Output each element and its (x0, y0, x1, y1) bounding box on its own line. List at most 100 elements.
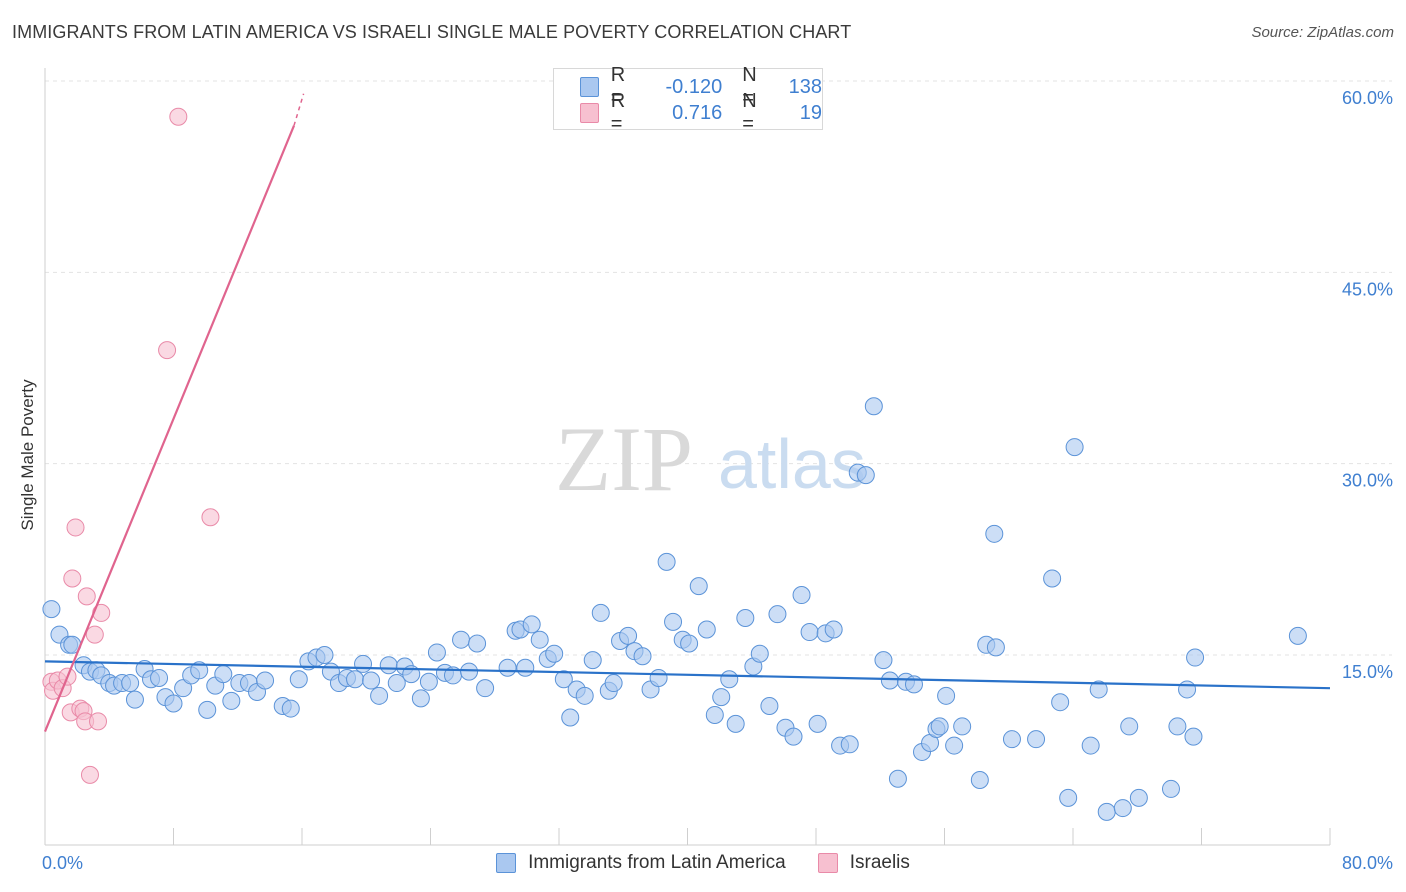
data-point (736, 609, 755, 628)
legend-r-value: 0.716 (672, 101, 723, 124)
data-point (452, 630, 471, 649)
data-point (125, 690, 144, 709)
legend-swatch-blue (496, 853, 517, 873)
data-point (354, 654, 373, 673)
data-point (633, 647, 652, 666)
data-point (726, 714, 745, 733)
data-point (1089, 680, 1108, 699)
data-point (619, 626, 638, 645)
data-point (953, 717, 972, 736)
data-point (370, 686, 389, 705)
legend-n-label: N = (742, 90, 757, 135)
data-point (864, 397, 883, 416)
data-point (664, 612, 683, 631)
data-point (1120, 717, 1139, 736)
data-point (689, 577, 708, 596)
data-point (150, 668, 169, 687)
series-legend: Immigrants from Latin America Israelis (0, 852, 1406, 874)
data-point (768, 605, 787, 624)
data-point (649, 668, 668, 687)
data-point (760, 697, 779, 716)
data-point (121, 674, 140, 693)
x-tick-label: 0.0% (42, 853, 83, 873)
data-point (697, 620, 716, 639)
data-point (198, 700, 217, 719)
data-point (516, 658, 535, 677)
legend-swatch-pink (580, 103, 599, 123)
y-tick-label: 15.0% (1342, 662, 1393, 682)
data-point (1129, 788, 1148, 807)
data-point (362, 671, 381, 690)
data-point (930, 717, 949, 736)
y-tick-label: 60.0% (1342, 88, 1393, 108)
trendline-latin-america (44, 660, 1331, 690)
data-point (63, 569, 82, 588)
data-point (498, 658, 517, 677)
data-point (89, 712, 108, 731)
data-point (169, 107, 188, 126)
trendline-israelis-extension (293, 93, 305, 126)
data-point (784, 727, 803, 746)
data-point (720, 670, 739, 689)
data-point (874, 651, 893, 670)
data-point (66, 518, 85, 537)
data-point (561, 708, 580, 727)
correlation-legend: R = -0.120 N = 138 R = 0.716 N = 19 (553, 64, 823, 135)
chart-title: IMMIGRANTS FROM LATIN AMERICA VS ISRAELI… (12, 22, 852, 42)
data-point (1065, 438, 1084, 457)
data-point (379, 656, 398, 675)
data-point (856, 466, 875, 485)
watermark: ZIP atlas (555, 408, 866, 510)
data-point (808, 714, 827, 733)
data-point (1081, 736, 1100, 755)
y-tick-label: 45.0% (1342, 279, 1393, 299)
data-point (201, 508, 220, 527)
y-tick-label: 30.0% (1342, 471, 1393, 491)
data-point (712, 688, 731, 707)
data-point (1097, 802, 1116, 821)
data-point (256, 671, 275, 690)
data-point (281, 699, 300, 718)
data-point (680, 634, 699, 653)
data-point (289, 670, 308, 689)
legend-swatch-pink (817, 853, 838, 873)
x-tick-label: 80.0% (1342, 853, 1393, 873)
watermark-zip: ZIP (555, 408, 693, 510)
data-point (164, 694, 183, 713)
data-point (840, 735, 859, 754)
legend-n-value: 138 (788, 75, 822, 98)
data-point (1161, 779, 1180, 798)
legend-label-latin-america: Immigrants from Latin America (528, 852, 786, 873)
data-point (530, 630, 549, 649)
data-point (545, 644, 564, 663)
legend-r-label: R = (610, 64, 626, 109)
data-point (1288, 626, 1307, 645)
data-point (888, 769, 907, 788)
legend-label-israelis: Israelis (849, 852, 910, 873)
data-point (460, 662, 479, 681)
data-point (346, 670, 365, 689)
data-point (80, 765, 99, 784)
data-point (77, 587, 96, 606)
data-point (1113, 799, 1132, 818)
data-point (575, 686, 594, 705)
data-point (522, 615, 541, 634)
data-point (750, 644, 769, 663)
data-point (792, 586, 811, 605)
data-point (174, 679, 193, 698)
data-point (1051, 693, 1070, 712)
legend-row-latin-america: R = -0.120 N = 138 (554, 64, 822, 109)
data-point (970, 771, 989, 790)
data-point (214, 665, 233, 684)
data-point (158, 341, 177, 360)
data-point (1059, 788, 1078, 807)
data-point (945, 736, 964, 755)
data-point (986, 638, 1005, 657)
data-point (880, 671, 899, 690)
data-point (800, 623, 819, 642)
data-point (1168, 717, 1187, 736)
legend-item-latin-america: Immigrants from Latin America (496, 852, 786, 874)
axes (44, 68, 1331, 846)
data-point (657, 552, 676, 571)
data-point (1184, 727, 1203, 746)
